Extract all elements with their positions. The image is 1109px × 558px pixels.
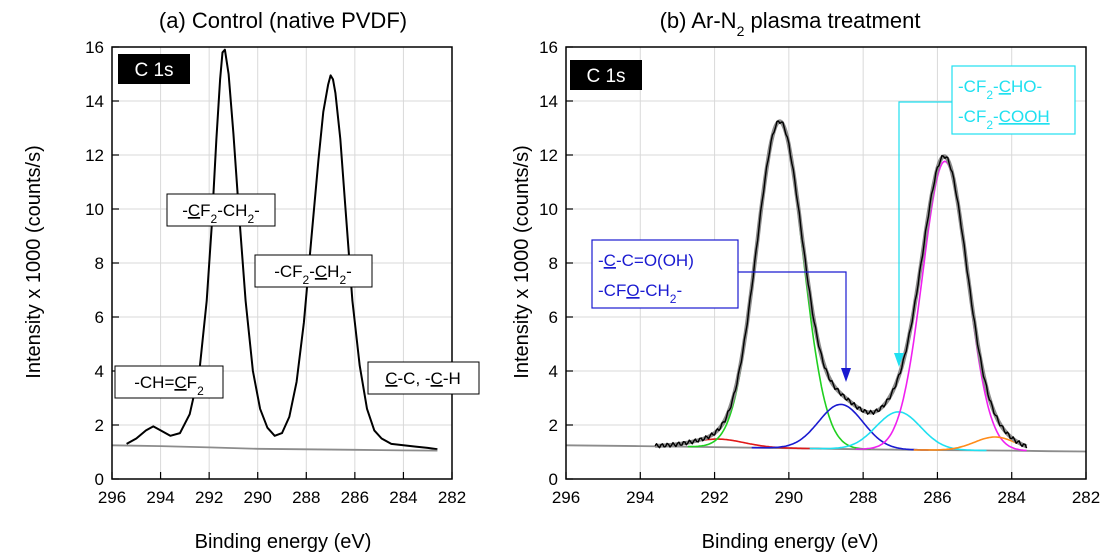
panel-b-xtick-label: 286	[923, 488, 951, 507]
annotation-cyan-arrow	[894, 101, 952, 367]
annotation-cf2-ch2: -CF2-CH2-	[166, 193, 276, 227]
annotation-cf2-ch2-label: -CF2-CH2-	[182, 201, 260, 226]
panel-a-ytick-label: 2	[95, 416, 104, 435]
panel-b-xtick-label: 296	[552, 488, 580, 507]
panel-a-chart: (a) Control (native PVDF) Binding energy…	[23, 8, 480, 553]
annotation-c-c-c-h: C-C, -C-H	[367, 361, 480, 395]
panel-b-xtick-label: 284	[998, 488, 1026, 507]
panel-a-badge: C 1s	[134, 60, 173, 81]
panel-b-chart: (b) Ar-N2 plasma treatment Binding energ…	[511, 8, 1100, 553]
panel-a-ytick-label: 4	[95, 362, 104, 381]
panel-b-ytick-label: 6	[549, 308, 558, 327]
panel-a-ytick-label: 16	[85, 38, 104, 57]
annotation-cfo-ch2-label: -CFO-CH2-	[598, 281, 682, 306]
panel-b-ytick-label: 2	[549, 416, 558, 435]
panel-b-xtick-label: 290	[775, 488, 803, 507]
panel-a-xtick-label: 288	[292, 488, 320, 507]
panel-b-xtick-label: 292	[700, 488, 728, 507]
annotation-cf2-ch2-second: -CF2-CH2-	[254, 254, 373, 288]
panel-b-component-peak	[809, 411, 987, 452]
panel-b-ytick-label: 4	[549, 362, 558, 381]
panel-a-title: (a) Control (native PVDF)	[159, 8, 407, 33]
panel-a-ytick-label: 12	[85, 146, 104, 165]
panel-a-ytick-label: 6	[95, 308, 104, 327]
panel-a-ytick-label: 8	[95, 254, 104, 273]
panel-b-xtick-label: 282	[1072, 488, 1100, 507]
panel-a-badge-box	[118, 54, 190, 84]
panel-b-component-peak	[913, 436, 1027, 451]
panel-a-xtick-label: 284	[389, 488, 417, 507]
panel-b-xtick-label: 288	[849, 488, 877, 507]
annotation-c-c-o-oh-label: -C-C=O(OH)	[598, 251, 694, 270]
panel-a-xtick-label: 296	[98, 488, 126, 507]
panel-b-spectrum-line	[654, 120, 1028, 449]
annotation-cf2-cooh-label: -CF2-COOH	[958, 107, 1050, 132]
panel-a-ytick-label: 0	[95, 470, 104, 489]
panel-b-ytick-label: 0	[549, 470, 558, 489]
panel-a-ticks: 296 294 292 290 288 286 284 282 0 2 4 6 8 10 12 14 16	[85, 38, 466, 507]
panel-a-xtick-label: 290	[244, 488, 272, 507]
panel-b-ytick-label: 16	[539, 38, 558, 57]
panel-a-ytick-label: 10	[85, 200, 104, 219]
panel-b-ytick-label: 8	[549, 254, 558, 273]
panel-a-xlabel: Binding energy (eV)	[195, 531, 372, 553]
annotation-cf2-cho-label: -CF2-CHO-	[958, 77, 1042, 102]
annotation-cf2-ch2-second-label: -CF2-CH2-	[274, 262, 352, 287]
annotation-cyan-box: -CF2-CHO- -CF2-COOH	[951, 65, 1076, 135]
annotation-c-c-c-h-label: C-C, -C-H	[385, 369, 461, 388]
panel-a-ylabel: Intensity x 1000 (counts/s)	[23, 145, 45, 378]
annotation-ch-cf2: -CH=CF2	[114, 365, 224, 399]
panel-b-component-peak	[855, 160, 1027, 452]
panel-a-ytick-label: 14	[85, 92, 104, 111]
panel-b-ylabel: Intensity x 1000 (counts/s)	[511, 145, 533, 378]
panel-b-title: (b) Ar-N2 plasma treatment	[660, 8, 921, 39]
panel-b-ytick-label: 12	[539, 146, 558, 165]
annotation-ch-cf2-label: -CH=CF2	[134, 373, 204, 398]
panel-a-xtick-label: 292	[195, 488, 223, 507]
panel-a-xtick-label: 294	[146, 488, 174, 507]
annotation-blue-arrow	[738, 271, 851, 382]
panel-a-background-line	[111, 444, 438, 452]
panel-a-xtick-label: 282	[438, 488, 466, 507]
panel-b-badge: C 1s	[586, 66, 625, 87]
panel-b-ticks: 296 294 292 290 288 286 284 282 0 2 4 6 8 10 12 14 16	[539, 38, 1100, 507]
panel-b-curves	[565, 119, 1087, 453]
panel-b-component-peak	[751, 403, 929, 451]
panel-b-ytick-label: 10	[539, 200, 558, 219]
panel-b-xtick-label: 294	[626, 488, 654, 507]
panel-a-xtick-label: 286	[341, 488, 369, 507]
panel-b-xlabel: Binding energy (eV)	[702, 531, 879, 553]
annotation-blue-box: -C-C=O(OH) -CFO-CH2-	[591, 239, 739, 309]
panel-b-badge-box	[570, 60, 642, 90]
panel-b-ytick-label: 14	[539, 92, 558, 111]
